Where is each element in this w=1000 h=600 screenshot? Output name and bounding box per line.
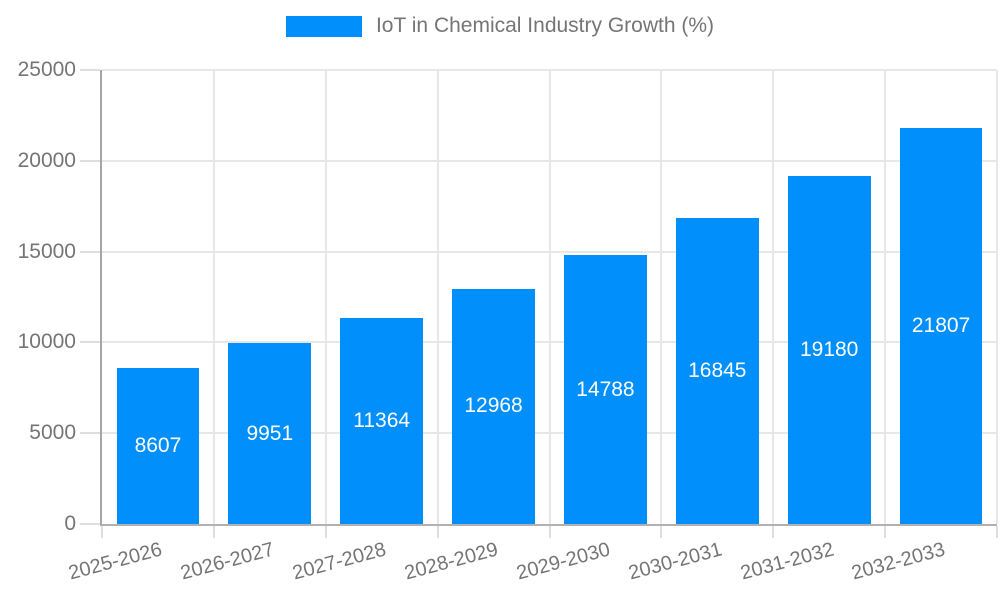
x-axis-tick (101, 526, 103, 538)
x-axis-tick (436, 526, 439, 538)
x-axis-tick (324, 526, 327, 538)
legend-item[interactable]: IoT in Chemical Industry Growth (%) (285, 14, 715, 38)
bar[interactable]: 11364 (340, 317, 424, 524)
vertical-gridline (772, 70, 775, 524)
bar-slot: 9951 (214, 70, 326, 524)
y-axis-tick-label: 20000 (17, 148, 76, 172)
bar-value-label: 9951 (246, 421, 294, 445)
bar[interactable]: 12968 (452, 288, 535, 524)
x-axis-category-label: 2031-2032 (737, 538, 836, 585)
x-axis-category-label: 2026-2027 (178, 538, 277, 585)
vertical-gridline (996, 70, 998, 524)
y-axis-tick (80, 432, 100, 435)
y-axis-tick-label: 25000 (17, 58, 76, 81)
bar-value-label: 21807 (911, 314, 971, 337)
vertical-gridline (660, 70, 663, 524)
bar[interactable]: 8607 (116, 367, 200, 524)
y-axis-tick (80, 69, 100, 71)
bar[interactable]: 16845 (675, 218, 759, 524)
x-axis-tick (996, 526, 998, 538)
bar[interactable]: 14788 (564, 255, 647, 524)
x-axis-tick (212, 526, 215, 538)
y-axis-tick (80, 250, 100, 253)
vertical-gridline (548, 70, 551, 524)
bar-slot: 16845 (661, 70, 773, 524)
legend: IoT in Chemical Industry Growth (%) (0, 14, 1000, 38)
y-axis-tick (80, 523, 100, 525)
x-axis-category-label: 2027-2028 (290, 538, 389, 585)
legend-label: IoT in Chemical Industry Growth (%) (375, 14, 715, 37)
bar-slot: 14788 (550, 70, 662, 524)
x-axis-category-label: 2025-2026 (66, 538, 165, 585)
x-axis-category-label: 2032-2033 (849, 538, 948, 585)
y-axis-tick-label: 15000 (17, 239, 76, 263)
bar-slot: 21807 (885, 70, 997, 524)
bar[interactable]: 21807 (899, 128, 983, 524)
y-axis-tick (80, 341, 100, 344)
y-axis-tick-label: 5000 (29, 421, 76, 445)
y-axis-tick-label: 0 (64, 512, 76, 535)
vertical-gridline (324, 70, 327, 524)
vertical-gridline (436, 70, 439, 524)
plot-area: 0 5000 10000 15000 20000 25000 8607 9951 11364 12… (18, 58, 998, 584)
bar[interactable]: 9951 (228, 343, 312, 524)
bar-value-label: 11364 (353, 408, 411, 432)
y-axis-tick-label: 10000 (17, 330, 76, 354)
bar-slot: 8607 (102, 70, 214, 524)
bar[interactable]: 19180 (787, 175, 871, 524)
x-axis-tick (660, 526, 663, 538)
x-axis-category-label: 2029-2030 (514, 538, 613, 585)
bar-value-label: 14788 (576, 377, 635, 401)
bar-value-label: 12968 (464, 394, 523, 418)
x-axis-tick (884, 526, 887, 538)
bar-slot: 19180 (773, 70, 885, 524)
bar-value-label: 8607 (134, 433, 182, 457)
bar-slot: 11364 (326, 70, 438, 524)
x-axis-tick (772, 526, 775, 538)
vertical-gridline (884, 70, 887, 524)
x-axis-category-label: 2028-2029 (402, 538, 501, 585)
x-axis-tick (548, 526, 551, 538)
legend-swatch-icon (285, 15, 362, 37)
vertical-gridline (212, 70, 215, 524)
x-axis-category-label: 2030-2031 (625, 538, 725, 585)
bar-value-label: 16845 (688, 359, 747, 383)
bar-value-label: 19180 (799, 337, 859, 361)
bar-slot: 12968 (438, 70, 550, 524)
y-axis-tick (80, 159, 100, 162)
